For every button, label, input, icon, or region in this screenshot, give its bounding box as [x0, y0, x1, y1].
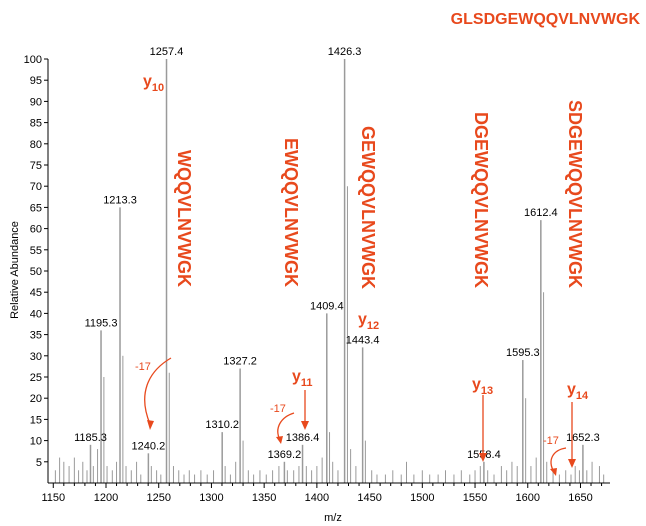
seq-label-4: DGEWQQVLNVWGK [471, 112, 491, 288]
straight-arrow-y11-head [301, 421, 309, 430]
peak-mz-label: 1195.3 [85, 317, 118, 329]
loss-label-3: -17 [543, 435, 559, 447]
peak-mz-label: 1240.2 [132, 440, 166, 452]
x-tick-label: 1150 [41, 492, 65, 504]
y-tick-label: 100 [24, 54, 42, 66]
loss-label-1: -17 [135, 361, 151, 373]
y-tick-label: 5 [36, 457, 42, 469]
x-tick-label: 1350 [252, 492, 276, 504]
peak-mz-label: 1409.4 [310, 300, 344, 312]
ion-label-y14: y14 [567, 381, 589, 402]
peak-mz-label: 1595.3 [506, 347, 540, 359]
straight-arrow-y14-head [568, 459, 576, 468]
ion-label-y14-base: y [567, 381, 576, 398]
ion-label-y12-sub: 12 [367, 320, 379, 332]
annotations-layer: WQQVLNVWGK EWQQVLNVWGK GEWQQVLNVWGK DGEW… [135, 73, 589, 447]
peak-labels-layer: 1185.3 1195.3 1213.3 1240.2 1257.4 1310.2 1327… [74, 46, 600, 461]
x-axis-label: m/z [324, 512, 342, 524]
seq-label-5: SDGEWQQVLNVWGK [565, 100, 585, 288]
loss-label-2: -17 [270, 403, 286, 415]
x-tick-label: 1250 [146, 492, 170, 504]
x-tick-label: 1500 [410, 492, 434, 504]
curved-arrow-2-head [276, 436, 283, 444]
y-tick-label: 60 [30, 224, 42, 236]
y-tick-label: 70 [30, 181, 42, 193]
peak-mz-label: 1257.4 [150, 46, 184, 58]
annotation-arrows [144, 357, 576, 476]
y-tick-label: 40 [30, 308, 42, 320]
y-tick-label: 10 [30, 436, 42, 448]
y-ticks: 5 10 15 20 25 30 35 40 45 50 55 60 65 70 75 80 85 90 95 100 [24, 54, 48, 469]
y-axis-label: Relative Abundance [9, 221, 21, 319]
peak-mz-label: 1185.3 [74, 432, 107, 444]
ion-label-y11-sub: 11 [301, 377, 313, 389]
seq-label-2: EWQQVLNVWGK [281, 138, 301, 287]
y-tick-label: 25 [30, 372, 42, 384]
y-tick-label: 35 [30, 330, 42, 342]
x-tick-label: 1650 [568, 492, 592, 504]
ion-label-y12-base: y [358, 311, 367, 328]
y-tick-label: 45 [30, 287, 42, 299]
peak-mz-label: 1443.4 [346, 334, 380, 346]
y-tick-label: 75 [30, 160, 42, 172]
peak-mz-label: 1386.4 [286, 432, 320, 444]
y-tick-label: 55 [30, 245, 42, 257]
y-tick-label: 80 [30, 139, 42, 151]
seq-label-1: WQQVLNVWGK [174, 150, 194, 287]
y-tick-label: 65 [30, 202, 42, 214]
ion-label-y11-base: y [292, 368, 301, 385]
peak-mz-label: 1327.2 [223, 356, 257, 368]
peak-mz-label: 1612.4 [524, 207, 558, 219]
ion-label-y10-sub: 10 [152, 82, 164, 94]
chart-title: GLSDGEWQQVLNVWGK [451, 11, 641, 28]
ion-label-y11: y11 [292, 368, 313, 389]
peak-mz-label: 1426.3 [328, 46, 362, 58]
peak-mz-label: 1310.2 [205, 419, 239, 431]
ion-label-y13-sub: 13 [481, 385, 493, 397]
x-tick-label: 1400 [305, 492, 329, 504]
y-tick-label: 30 [30, 351, 42, 363]
x-tick-label: 1550 [463, 492, 487, 504]
y-tick-label: 90 [30, 96, 42, 108]
y-tick-label: 50 [30, 266, 42, 278]
peaks-layer [54, 59, 605, 483]
x-tick-label: 1600 [516, 492, 540, 504]
curved-arrow-3 [550, 447, 567, 473]
ion-label-y10-base: y [143, 73, 152, 90]
peak-mz-label: 1369.2 [268, 449, 302, 461]
y-tick-label: 20 [30, 393, 42, 405]
ion-label-y14-sub: 14 [576, 390, 589, 402]
curved-arrow-3-head [550, 468, 557, 476]
seq-label-3: GEWQQVLNVWGK [358, 126, 378, 289]
peak-mz-label: 1213.3 [103, 194, 137, 206]
x-ticks: 1150 1200 1250 1300 1350 1400 1450 1500 1550 1600… [41, 483, 603, 504]
y-tick-label: 95 [30, 75, 42, 87]
ion-label-y12: y12 [358, 311, 379, 332]
ion-label-y10: y10 [143, 73, 164, 94]
ion-label-y13-base: y [472, 376, 481, 393]
x-tick-label: 1450 [357, 492, 381, 504]
ion-label-y13: y13 [472, 376, 493, 397]
straight-arrow-y13-head [479, 453, 487, 462]
y-tick-label: 15 [30, 414, 42, 426]
peak-mz-label: 1652.3 [566, 432, 600, 444]
curved-arrow-1 [144, 357, 172, 425]
x-tick-label: 1200 [94, 492, 118, 504]
x-tick-label: 1300 [199, 492, 223, 504]
curved-arrow-1-head [147, 420, 154, 430]
y-tick-label: 85 [30, 118, 42, 130]
